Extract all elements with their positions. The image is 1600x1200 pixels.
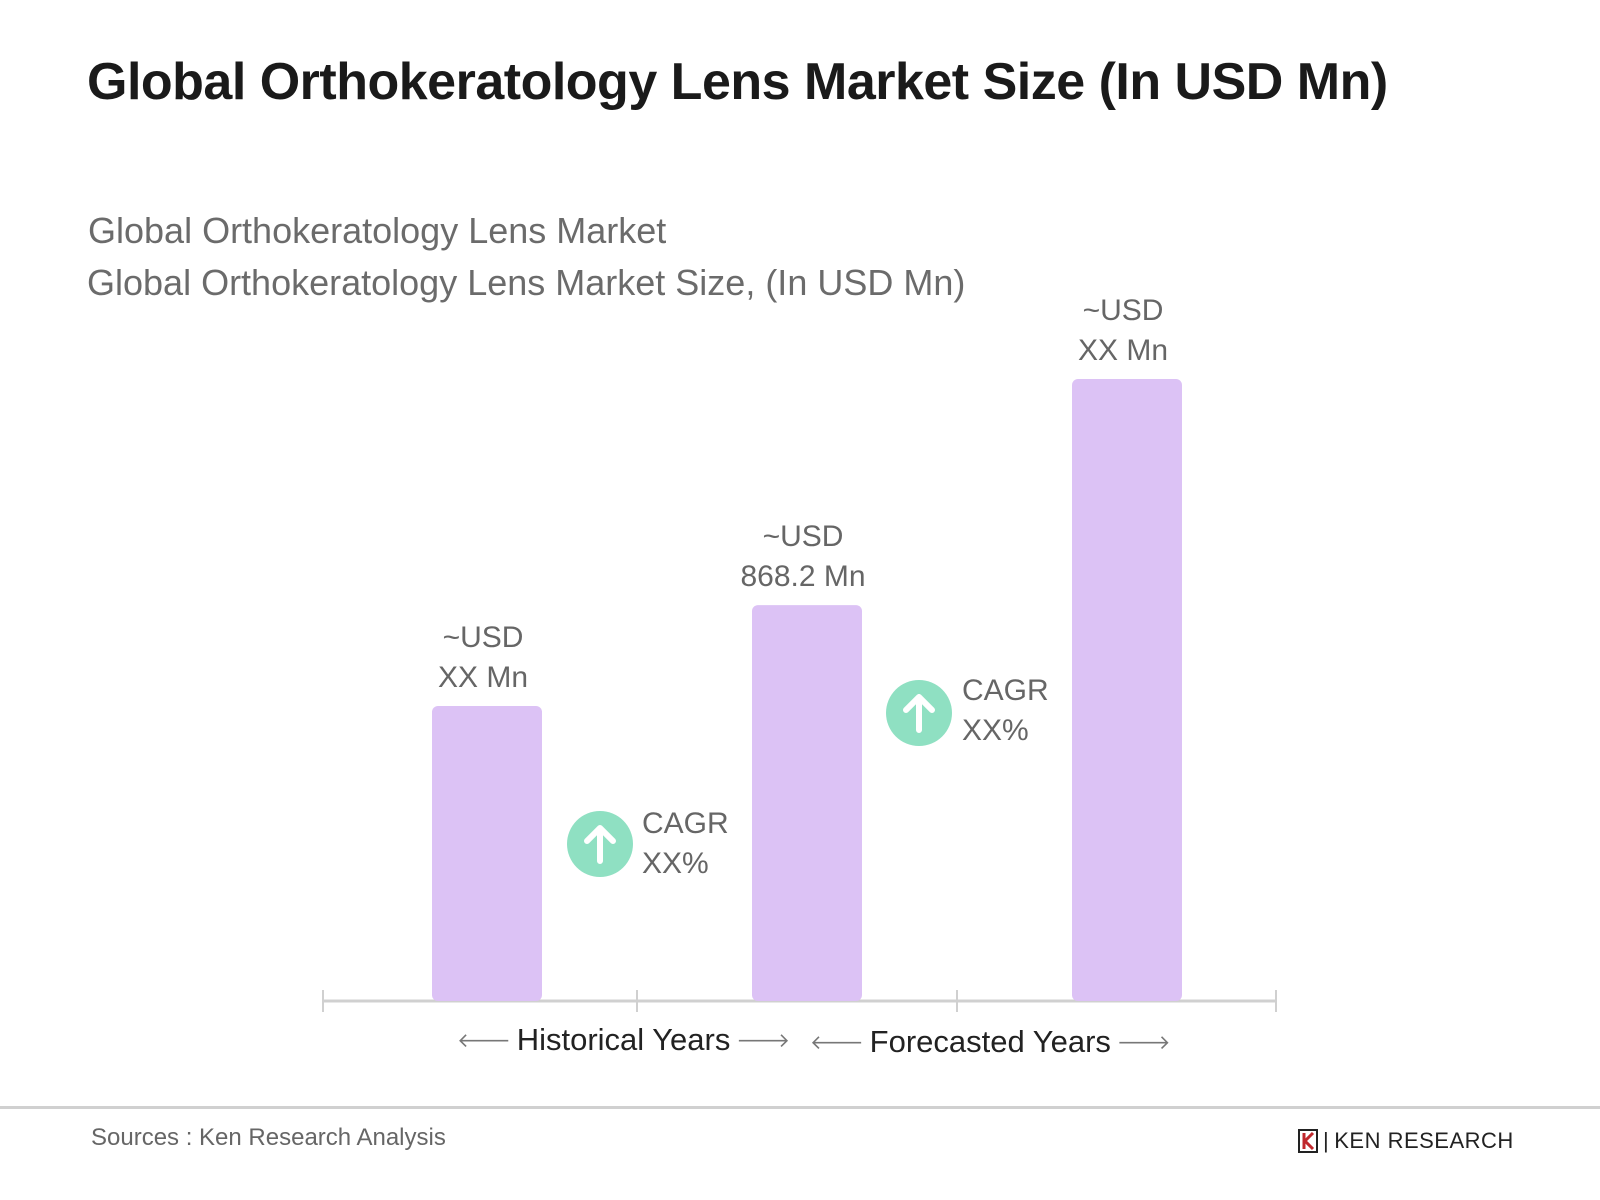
arrow-up-circle-icon bbox=[886, 680, 952, 746]
arrow-up-circle-icon bbox=[567, 811, 633, 877]
arrow-left-icon: 🡐 bbox=[457, 1028, 511, 1052]
period-forecasted: 🡐 Forecasted Years 🡒 bbox=[810, 1024, 1171, 1060]
logo-text: KEN RESEARCH bbox=[1334, 1128, 1514, 1153]
arrow-right-icon: 🡒 bbox=[736, 1028, 790, 1052]
page-title: Global Orthokeratology Lens Market Size … bbox=[87, 53, 1388, 111]
chart-subtitle-2: Global Orthokeratology Lens Market Size,… bbox=[87, 262, 966, 303]
ken-research-logo: | KEN RESEARCH bbox=[1298, 1128, 1514, 1154]
data-label-prefix: ~USD bbox=[1082, 294, 1164, 327]
bar bbox=[432, 705, 542, 1001]
logo-divider: | bbox=[1323, 1128, 1330, 1153]
data-label-prefix: ~USD bbox=[442, 620, 524, 654]
arrow-left-icon: 🡐 bbox=[810, 1030, 864, 1054]
chart-subtitle: Global Orthokeratology Lens Market bbox=[88, 210, 667, 251]
footer-divider bbox=[0, 1106, 1600, 1109]
cagr-label: CAGR bbox=[962, 674, 1049, 707]
bar-chart bbox=[322, 379, 1277, 1012]
data-label-value: 868.2 Mn bbox=[740, 560, 866, 594]
data-label-value: XX Mn bbox=[437, 660, 529, 694]
data-label: ~USD 868.2 Mn bbox=[703, 517, 903, 597]
arrow-right-icon: 🡒 bbox=[1116, 1030, 1171, 1054]
period-historical: 🡐 Historical Years 🡒 bbox=[457, 1022, 790, 1058]
period-label: Historical Years bbox=[516, 1022, 731, 1057]
bar bbox=[1072, 379, 1182, 1001]
data-label: ~USD XX Mn bbox=[383, 618, 583, 698]
cagr-value: XX% bbox=[962, 714, 1029, 747]
data-label-value: XX Mn bbox=[1077, 334, 1169, 367]
source-note: Sources : Ken Research Analysis bbox=[91, 1124, 446, 1151]
bar bbox=[752, 605, 862, 1001]
cagr-label: CAGR bbox=[642, 807, 729, 840]
cagr-annotation: CAGR XX% bbox=[642, 804, 729, 884]
ken-logo-icon bbox=[1298, 1129, 1318, 1153]
cagr-value: XX% bbox=[642, 847, 709, 880]
period-label: Forecasted Years bbox=[869, 1024, 1111, 1059]
data-label-prefix: ~USD bbox=[762, 520, 844, 554]
cagr-annotation: CAGR XX% bbox=[962, 671, 1049, 751]
data-label: ~USD XX Mn bbox=[1023, 291, 1223, 371]
